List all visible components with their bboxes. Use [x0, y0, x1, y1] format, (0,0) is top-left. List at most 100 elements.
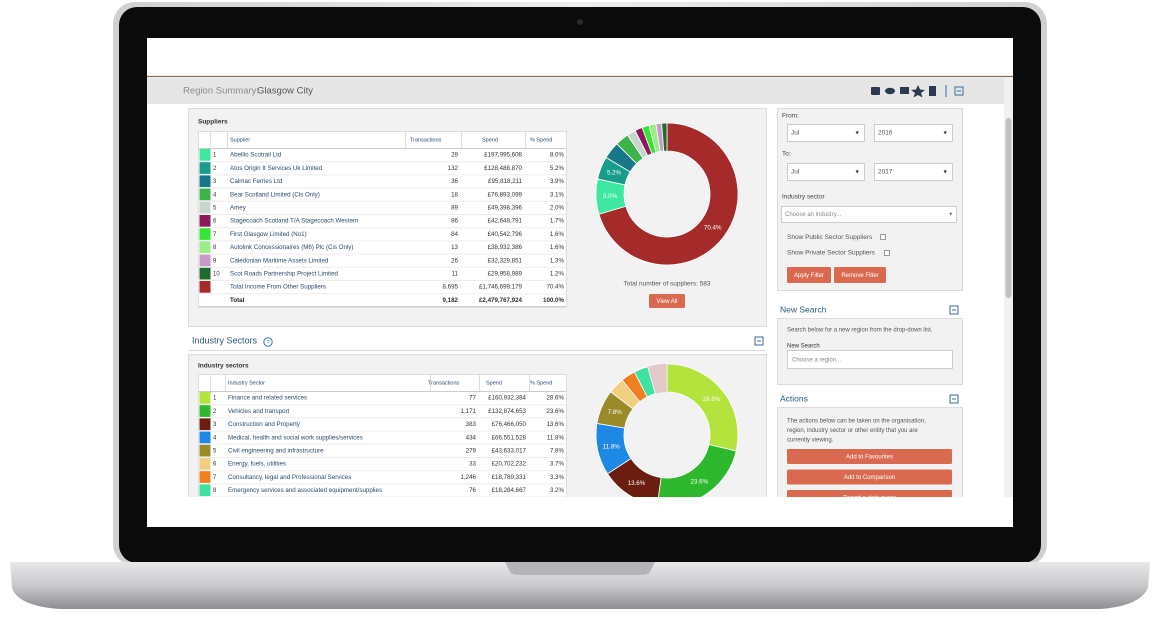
row-rank: 3 [213, 179, 217, 185]
collapse-toggle[interactable] [954, 86, 964, 96]
row-name: First Glasgow Limited (No1) [230, 231, 307, 238]
action-button-label: Report a data query [843, 496, 896, 502]
apply-button[interactable] [787, 267, 831, 283]
row-transactions: 11 [452, 271, 459, 278]
row-transactions: 77 [469, 395, 476, 402]
to-year-select[interactable] [874, 163, 953, 181]
public-label: Show Public Sector Suppliers [787, 234, 873, 241]
row-swatch [199, 458, 211, 470]
action-button-label: Add to Favourites [846, 455, 893, 461]
document-icon[interactable] [929, 86, 936, 96]
row-name: Abellio Scotrail Ltd [230, 152, 282, 159]
row-share: 3.1% [550, 191, 565, 198]
row-share: 1.6% [550, 231, 565, 238]
scrollbar-thumb[interactable] [1005, 118, 1012, 298]
from-year-select[interactable] [874, 124, 953, 142]
row-swatch [199, 281, 211, 293]
row-rank: 7 [213, 475, 217, 481]
row-spend: £42,648,791 [488, 218, 523, 225]
action-button[interactable] [787, 449, 952, 464]
row-swatch [199, 405, 211, 417]
remove-button[interactable] [834, 267, 886, 283]
row-rank: 1 [213, 153, 217, 159]
row-transactions: 26 [451, 257, 458, 264]
from-month: Jul [791, 130, 800, 137]
row-share: 13.6% [546, 421, 564, 428]
row-name: Scot Roads Partnership Project Limited [230, 271, 339, 278]
row-name: Energy, fuels, utilities [228, 461, 286, 468]
action-button[interactable] [787, 490, 952, 505]
select-caret: ▼ [943, 169, 948, 175]
supplier-count: Total number of suppliers: 583 [623, 281, 710, 288]
row-name: Autolink Concessionaires (M6) Plc (Cis O… [230, 244, 353, 251]
select-caret: ▼ [855, 169, 860, 175]
favourite-icon[interactable] [911, 85, 925, 98]
suppliers-heading: Suppliers [198, 119, 228, 126]
content: Region Summary: Glasgow City Suppliers T… [147, 78, 1004, 505]
row-transactions: 1,171 [461, 408, 477, 415]
row-spend: £76,893,099 [488, 191, 523, 198]
row-swatch [199, 267, 211, 280]
row-rank: 6 [213, 462, 217, 468]
collapse-toggle[interactable] [949, 394, 959, 404]
row-share: 1.3% [550, 257, 565, 264]
public-checkbox[interactable] [880, 234, 886, 240]
column-header: Spend [486, 380, 502, 386]
apply-label: Apply Filter [794, 273, 824, 279]
row-name: Amey [230, 205, 247, 212]
row-share: 23.6% [546, 408, 564, 415]
header-bar [147, 78, 1004, 104]
view-all-button[interactable] [649, 294, 685, 308]
camera [577, 19, 583, 25]
row-transactions: 132 [448, 165, 459, 172]
collapse-toggle[interactable] [949, 305, 959, 315]
row-share: 70.4% [546, 284, 564, 291]
row-share: 8.0% [550, 152, 565, 159]
industry-select[interactable] [781, 206, 957, 223]
view-icon[interactable] [885, 87, 895, 95]
row-transactions: 383 [466, 421, 477, 428]
row-rank: 1 [213, 396, 217, 402]
page-title: Region Summary: [183, 86, 259, 97]
row-name: Consultancy, legal and Professional Serv… [228, 474, 351, 481]
row-rank: 2 [213, 409, 217, 415]
row-share: 3.2% [550, 487, 565, 494]
row-share: 2.0% [550, 205, 565, 212]
laptop-base [10, 562, 1150, 609]
row-rank: 7 [213, 232, 217, 238]
row-transactions: 89 [451, 205, 458, 212]
row-transactions: 33 [469, 461, 476, 468]
action-button[interactable] [787, 469, 952, 485]
row-transactions: 76 [469, 487, 476, 494]
row-swatch [199, 392, 211, 404]
industry-heading: Industry Sectors [192, 335, 258, 345]
to-label: To: [782, 151, 791, 158]
donut-segment [633, 366, 656, 398]
from-year: 2016 [878, 130, 893, 137]
print-icon[interactable] [871, 87, 880, 95]
row-name: Total Income From Other Suppliers [230, 284, 326, 291]
row-spend: £1,746,699,179 [479, 284, 523, 291]
collapse-toggle[interactable] [754, 336, 764, 346]
row-transactions: 279 [466, 448, 477, 455]
copy-icon[interactable] [900, 87, 909, 94]
row-spend: £18,284,667 [492, 487, 527, 494]
donut-label: 8.0% [603, 193, 618, 200]
row-name: Emergency services and associated equipm… [228, 487, 382, 494]
from-month-select[interactable] [787, 124, 865, 142]
to-month-select[interactable] [787, 163, 865, 181]
row-spend: £2,479,767,924 [479, 297, 523, 304]
region-input[interactable] [787, 350, 953, 369]
donut-segment [661, 122, 668, 152]
private-checkbox[interactable] [884, 250, 890, 256]
column-header: % Spend [530, 380, 552, 386]
row-swatch [199, 471, 211, 483]
row-rank: 4 [213, 192, 217, 198]
help-icon[interactable] [263, 337, 273, 347]
row-spend: £20,702,232 [492, 461, 527, 468]
help-icon-mark: ? [266, 340, 269, 346]
row-spend: £197,995,608 [484, 152, 522, 159]
column-header: Industry Sector [228, 380, 265, 386]
donut-label: 23.6% [691, 479, 709, 486]
